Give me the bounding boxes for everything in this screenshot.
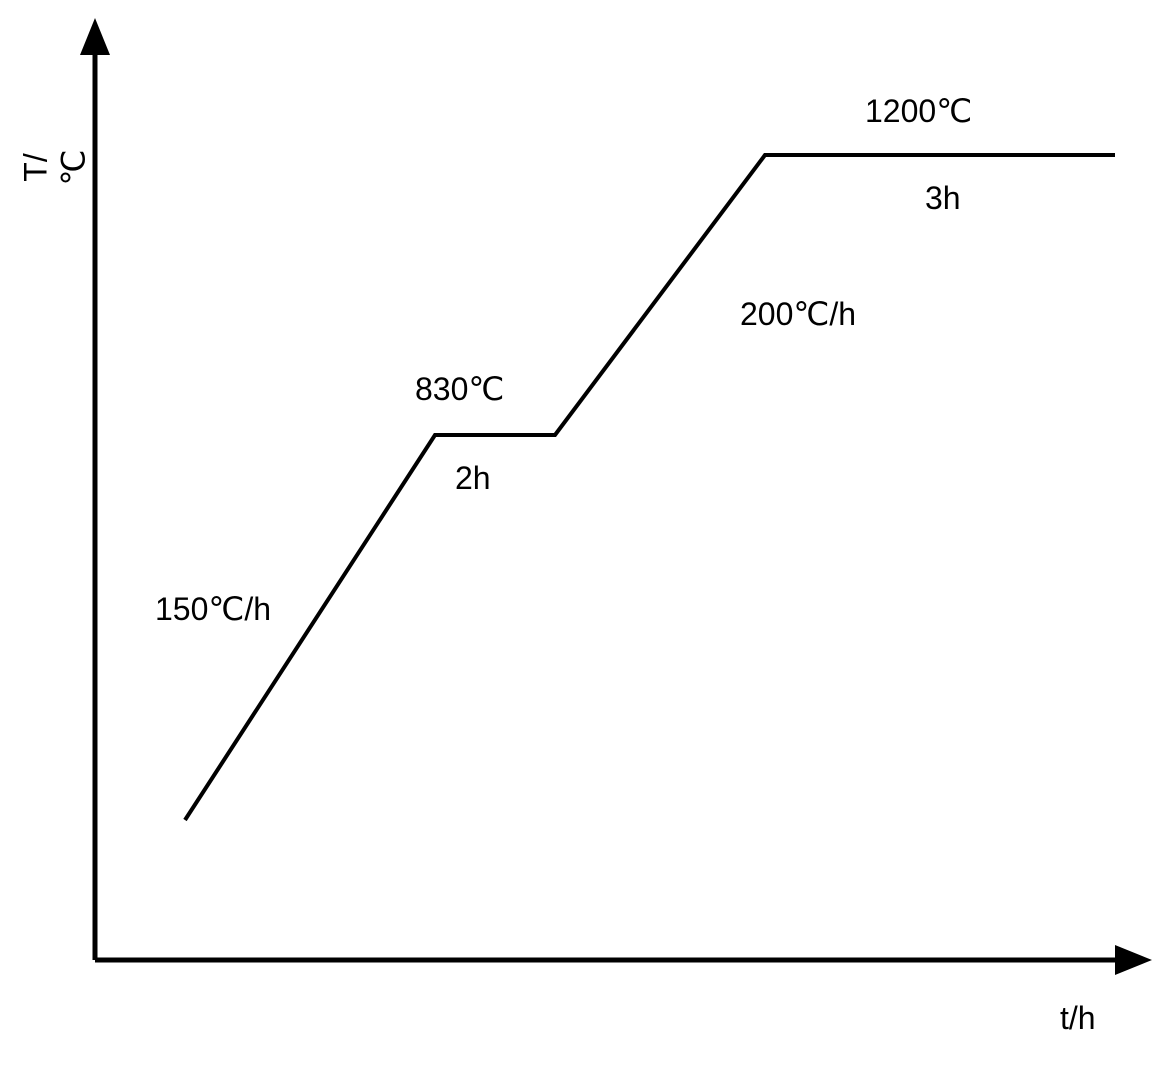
- annotation-label: 3h: [925, 180, 961, 217]
- x-axis-label: t/h: [1060, 1000, 1096, 1037]
- temperature-time-chart: T/℃ t/h 150℃/h 830℃ 2h 200℃/h 1200℃ 3h: [0, 0, 1165, 1067]
- y-axis-arrow: [80, 18, 110, 55]
- temperature-profile-line: [185, 155, 1115, 820]
- x-axis-arrow: [1115, 945, 1152, 975]
- annotation-label: 150℃/h: [155, 590, 271, 628]
- annotation-label: 1200℃: [865, 92, 972, 130]
- annotation-label: 830℃: [415, 370, 504, 408]
- y-axis-label: T/℃: [18, 138, 93, 198]
- chart-svg: [0, 0, 1165, 1067]
- annotation-label: 2h: [455, 460, 491, 497]
- annotation-label: 200℃/h: [740, 295, 856, 333]
